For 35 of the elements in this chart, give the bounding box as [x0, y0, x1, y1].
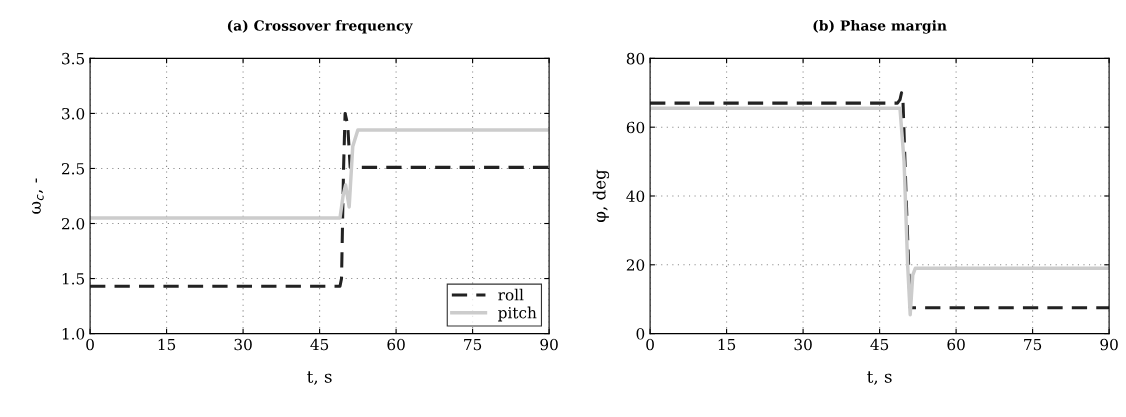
- line-series: [90, 111, 550, 288]
- x-tick-label: 45: [870, 338, 889, 351]
- x-tick-label: 30: [234, 338, 252, 351]
- x-tick-label: 0: [646, 338, 654, 351]
- y-tick-label: 2.5: [61, 162, 85, 175]
- x-axis-title: t, s: [307, 371, 332, 385]
- x-tick-label: 60: [387, 338, 405, 351]
- x-tick-label: 45: [310, 338, 329, 351]
- y-tick-label: 40: [626, 190, 645, 203]
- y-tick-label: 60: [626, 121, 645, 134]
- x-tick-label: 30: [794, 338, 812, 351]
- y-tick-label: 1.5: [62, 273, 85, 285]
- legend-label: roll: [498, 288, 524, 301]
- x-tick-label: 0: [86, 338, 94, 351]
- x-tick-label: 60: [947, 338, 965, 351]
- y-tick-label: 80: [626, 52, 645, 65]
- x-axis-title: t, s: [867, 371, 892, 385]
- y-axis-title: φ, deg: [592, 169, 610, 222]
- x-tick-label: 15: [718, 338, 736, 351]
- y-axis-title: ω$_{c}$, -: [32, 178, 44, 214]
- x-tick-label: 75: [464, 338, 482, 351]
- y-tick-label: 2.0: [61, 217, 85, 230]
- line-series: [90, 128, 550, 220]
- y-tick-label: 3.0: [62, 107, 85, 120]
- x-tick-label: 90: [1100, 338, 1118, 351]
- y-tick-label: 0: [636, 328, 645, 340]
- chart-title: (a) Crossover frequency: [227, 20, 413, 34]
- y-tick-label: 3.5: [62, 52, 85, 65]
- chart-title: (b) Phase margin: [813, 20, 947, 34]
- x-tick-label: 15: [158, 338, 176, 351]
- y-tick-label: 1.0: [62, 328, 85, 340]
- x-tick-label: 75: [1024, 338, 1042, 351]
- legend-label: pitch: [498, 306, 537, 322]
- y-tick-label: 20: [626, 259, 645, 271]
- x-tick-label: 90: [540, 338, 558, 351]
